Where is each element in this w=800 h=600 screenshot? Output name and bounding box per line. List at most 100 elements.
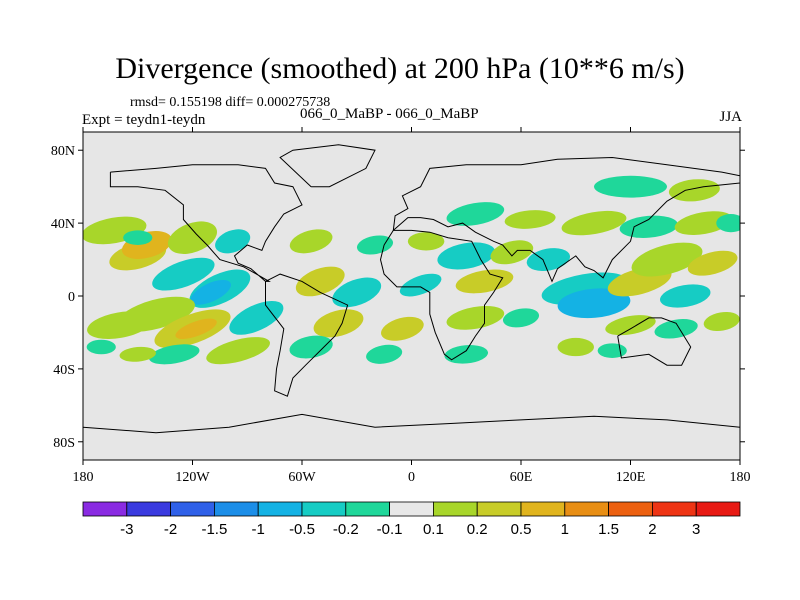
colorbar-swatch-2: [170, 501, 215, 517]
lon-tick-label: 60W: [288, 470, 316, 485]
longitude-axis: 180 120W 60W 0 60E 120E 180: [73, 127, 751, 485]
field-anomaly-9: [87, 311, 152, 339]
colorbar-swatch-0: [82, 501, 128, 517]
case-pair-label: 066_0_MaBP - 066_0_MaBP: [300, 106, 479, 122]
field-anomaly-27: [437, 242, 496, 270]
field-anomaly-3: [167, 221, 218, 254]
field-anomaly-42: [605, 315, 656, 336]
field-anomaly-41: [687, 250, 738, 276]
colorbar-label: 0.5: [511, 521, 532, 538]
experiment-label: Expt = teydn1-teydn: [82, 112, 206, 128]
field-anomaly-48: [619, 215, 678, 238]
lat-tick-label: 0: [68, 290, 75, 305]
coastline-2: [379, 229, 504, 361]
field-anomaly-32: [502, 308, 540, 328]
colorbar-swatch-4: [257, 501, 303, 517]
colorbar-swatch-14: [695, 501, 741, 517]
colorbar-swatch-8: [432, 501, 478, 517]
colorbar-label: -1.5: [201, 521, 227, 538]
lat-tick-label: 80S: [53, 436, 75, 451]
field-anomaly-13: [206, 337, 270, 365]
field-anomaly-53: [123, 230, 153, 245]
field-anomaly-7: [215, 229, 251, 254]
field-anomaly-22: [381, 316, 424, 341]
field-anomaly-11: [175, 318, 217, 339]
field-anomaly-28: [455, 269, 514, 294]
colorbar-swatch-12: [608, 501, 653, 517]
season-label: JJA: [719, 109, 742, 125]
colorbar-label: -0.5: [289, 521, 315, 538]
page-title: Divergence (smoothed) at 200 hPa (10**6 …: [115, 52, 685, 85]
field-anomaly-39: [631, 242, 703, 277]
field-anomaly-26: [407, 232, 445, 251]
field-anomaly-24: [399, 273, 442, 297]
lon-tick-label: 120E: [616, 470, 646, 485]
coastline-5: [83, 413, 740, 460]
colorbar-label: 2: [648, 521, 656, 538]
colorbar-label: -2: [164, 521, 177, 538]
colorbar-label: 3: [692, 521, 700, 538]
colorbar-swatch-5: [301, 501, 347, 517]
field-anomaly-35: [557, 288, 631, 319]
field-anomaly-19: [332, 277, 382, 308]
field-anomaly-29: [490, 240, 534, 265]
field-anomaly-51: [594, 175, 667, 198]
colorbar-swatch-6: [345, 501, 390, 517]
field-anomaly-21: [289, 335, 333, 359]
colorbar-swatch-10: [520, 501, 566, 517]
divergence-field: [83, 175, 740, 365]
field-anomaly-15: [86, 339, 116, 355]
latitude-axis: 80N 40N 0 40S 80S: [51, 144, 745, 451]
colorbar-label: 0.2: [467, 521, 488, 538]
field-anomaly-12: [229, 300, 284, 335]
field-anomaly-47: [561, 210, 627, 236]
field-anomaly-46: [504, 210, 556, 229]
coastline-4: [617, 317, 692, 366]
coastlines: [83, 144, 740, 460]
colorbar: -3 -2 -1.5 -1 -0.5 -0.2 -0.1 0.1 0.2 0.5 1 1.5 2 3: [82, 501, 741, 538]
field-anomaly-36: [557, 337, 594, 357]
coastline-1: [265, 273, 349, 397]
lon-tick-label: 180: [730, 470, 751, 485]
field-anomaly-49: [674, 211, 733, 236]
colorbar-label: 1.5: [598, 521, 619, 538]
colorbar-label: 0.1: [423, 521, 444, 538]
colorbar-swatch-13: [652, 501, 697, 517]
field-anomaly-44: [703, 311, 740, 332]
field-anomaly-31: [444, 345, 489, 364]
colorbar-label: -1: [252, 521, 265, 538]
field-anomaly-4: [152, 257, 215, 291]
colorbar-swatch-7: [389, 501, 434, 517]
lon-tick-label: 0: [408, 470, 415, 485]
field-anomaly-18: [295, 266, 345, 297]
field-anomaly-50: [716, 214, 740, 233]
colorbar-swatch-9: [476, 501, 522, 517]
colorbar-label: -0.2: [333, 521, 359, 538]
coastline-6: [279, 144, 376, 188]
lat-tick-label: 40S: [53, 363, 75, 378]
field-anomaly-37: [597, 343, 627, 358]
field-anomaly-52: [668, 179, 720, 202]
colorbar-label: 1: [561, 521, 569, 538]
field-anomaly-16: [119, 346, 156, 362]
stats-line: rmsd= 0.155198 diff= 0.000275738: [130, 95, 331, 110]
lon-tick-label: 180: [73, 470, 94, 485]
field-anomaly-6: [190, 279, 231, 305]
field-anomaly-30: [446, 305, 505, 330]
field-anomaly-14: [149, 344, 200, 365]
lat-tick-label: 80N: [51, 144, 75, 159]
colorbar-label: -0.1: [377, 521, 403, 538]
field-anomaly-40: [660, 284, 711, 308]
lon-tick-label: 120W: [175, 470, 210, 485]
field-anomaly-20: [313, 309, 364, 338]
lat-tick-label: 40N: [51, 217, 75, 232]
lon-tick-label: 60E: [510, 470, 533, 485]
colorbar-swatch-1: [126, 501, 172, 517]
colorbar-label: -3: [120, 521, 133, 538]
colorbar-swatch-3: [213, 501, 259, 517]
field-anomaly-33: [526, 248, 571, 271]
field-anomaly-43: [654, 319, 698, 339]
coastline-0: [109, 164, 303, 282]
field-anomaly-17: [289, 229, 333, 254]
